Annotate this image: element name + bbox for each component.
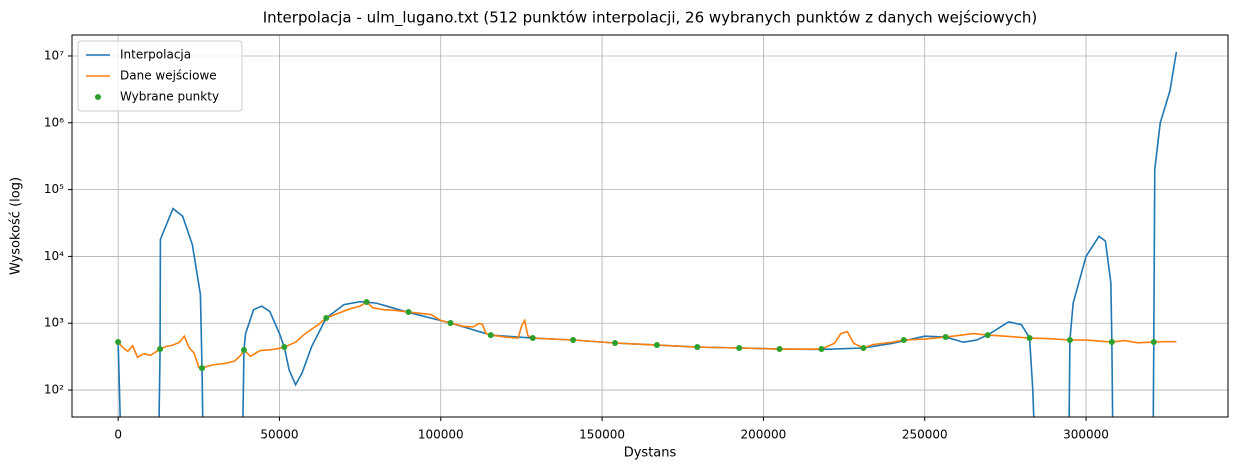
data-point [611, 339, 618, 346]
data-point [115, 339, 122, 346]
legend: Interpolacja Dane wejściowe Wybrane punkty [77, 40, 243, 112]
data-point [1150, 339, 1157, 346]
y-axis-label: Wysokość (log) [9, 177, 24, 275]
data-point [363, 299, 370, 306]
x-tick-label: 200000 [740, 428, 786, 442]
legend-label: Interpolacja [120, 48, 191, 62]
data-point [818, 346, 825, 353]
legend-marker [95, 94, 101, 100]
axes-frame [71, 34, 1229, 418]
data-point [157, 346, 164, 353]
y-tick-label: 10⁷ [44, 48, 64, 62]
legend-label: Dane wejściowe [120, 69, 217, 83]
data-point [570, 337, 577, 344]
series-line [117, 51, 1178, 417]
x-tick-label: 300000 [1063, 428, 1109, 442]
data-point [942, 334, 949, 341]
x-tick-label: 50000 [260, 428, 298, 442]
x-tick-label: 100000 [418, 428, 464, 442]
data-point [1026, 335, 1033, 342]
data-point [323, 315, 330, 322]
data-point [900, 337, 907, 344]
data-point [736, 344, 743, 351]
legend-label: Wybrane punkty [120, 90, 219, 104]
data-point [281, 344, 288, 351]
y-tick-label: 10⁵ [44, 182, 64, 196]
data-point [405, 309, 412, 316]
grid [72, 35, 1228, 417]
data-point [529, 335, 536, 342]
data-point [776, 346, 783, 353]
y-tick-label: 10⁴ [44, 249, 64, 263]
data-point [447, 320, 454, 327]
data-point [984, 332, 991, 339]
y-tick-label: 10⁶ [44, 115, 64, 129]
chart-title: Interpolacja - ulm_lugano.txt (512 punkt… [263, 9, 1037, 28]
x-tick-label: 250000 [902, 428, 948, 442]
y-tick-label: 10³ [44, 316, 64, 330]
data-point [240, 347, 247, 354]
data-point [860, 344, 867, 351]
data-point [487, 332, 494, 339]
x-tick-label: 150000 [579, 428, 625, 442]
series-line [117, 301, 1177, 369]
y-tick-label: 10² [44, 383, 64, 397]
data-point [694, 344, 701, 351]
x-tick-label: 0 [114, 428, 122, 442]
data-point [1066, 337, 1073, 344]
legend-box [77, 40, 243, 112]
data-point [653, 342, 660, 349]
plot-area [115, 51, 1178, 417]
x-axis-label: Dystans [624, 446, 677, 461]
data-point [199, 365, 206, 372]
data-point [1108, 339, 1115, 346]
